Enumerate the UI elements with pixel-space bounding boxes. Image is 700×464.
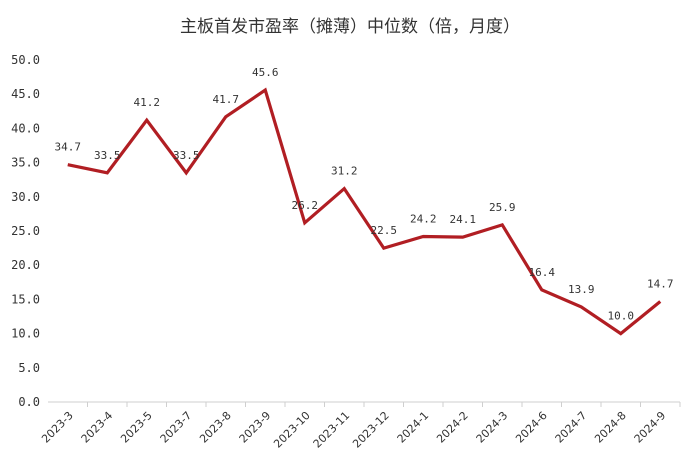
- data-label: 10.0: [608, 310, 635, 323]
- data-labels: 34.7 33.5 41.2 33.5 41.7 45.6 26.2 31.2 22.5 24.2…: [55, 66, 674, 323]
- data-label: 22.5: [371, 224, 398, 237]
- y-tick-label: 20.0: [11, 258, 40, 272]
- x-tick-label: 2023-8: [197, 409, 234, 446]
- data-label: 33.5: [94, 149, 121, 162]
- y-axis: 0.0 5.0 10.0 15.0 20.0 25.0 30.0 35.0 40.0 45.0 50…: [11, 53, 40, 409]
- data-label: 24.2: [410, 212, 437, 225]
- y-tick-label: 15.0: [11, 292, 40, 306]
- y-tick-label: 45.0: [11, 87, 40, 101]
- data-label: 41.7: [213, 93, 240, 106]
- x-tick-label: 2024-2: [434, 409, 471, 446]
- y-tick-label: 40.0: [11, 121, 40, 135]
- y-tick-label: 10.0: [11, 327, 40, 341]
- x-tick-label: 2023-3: [39, 409, 76, 446]
- y-tick-label: 25.0: [11, 224, 40, 238]
- x-tick-label: 2024-1: [395, 409, 432, 446]
- x-tick-label: 2024-9: [632, 409, 669, 446]
- x-tick-label: 2024-7: [553, 409, 590, 446]
- x-tick-label: 2024-6: [513, 409, 550, 446]
- y-tick-label: 5.0: [18, 361, 40, 375]
- data-label: 34.7: [55, 141, 82, 154]
- data-label: 45.6: [252, 66, 279, 79]
- data-label: 41.2: [134, 96, 161, 109]
- data-label: 16.4: [529, 266, 556, 279]
- x-tick-label: 2023-4: [79, 409, 116, 446]
- data-label: 24.1: [450, 213, 477, 226]
- y-tick-label: 35.0: [11, 156, 40, 170]
- chart-title: 主板首发市盈率（摊薄）中位数（倍，月度）: [180, 17, 520, 37]
- x-tick-label: 2023-7: [158, 409, 195, 446]
- series-group: [67, 87, 662, 336]
- x-tick-label: 2023-9: [237, 409, 274, 446]
- x-tick-label: 2023-5: [118, 409, 155, 446]
- x-tick-label: 2023-10: [271, 409, 313, 451]
- data-label: 25.9: [489, 201, 516, 214]
- data-label: 33.5: [173, 149, 200, 162]
- series-line: [67, 87, 662, 336]
- y-tick-label: 30.0: [11, 190, 40, 204]
- y-tick-label: 50.0: [11, 53, 40, 67]
- data-label: 31.2: [331, 165, 358, 178]
- x-tick-label: 2023-12: [350, 409, 392, 451]
- x-axis: 2023-3 2023-4 2023-5 2023-7 2023-8 2023-92023…: [39, 401, 681, 451]
- data-label: 26.2: [292, 199, 319, 212]
- x-tick-label: 2024-3: [474, 409, 511, 446]
- data-label: 13.9: [568, 283, 595, 296]
- y-tick-label: 0.0: [18, 395, 40, 409]
- data-label: 14.7: [647, 277, 674, 290]
- x-tick-label: 2023-11: [311, 409, 353, 451]
- x-tick-label: 2024-8: [592, 409, 629, 446]
